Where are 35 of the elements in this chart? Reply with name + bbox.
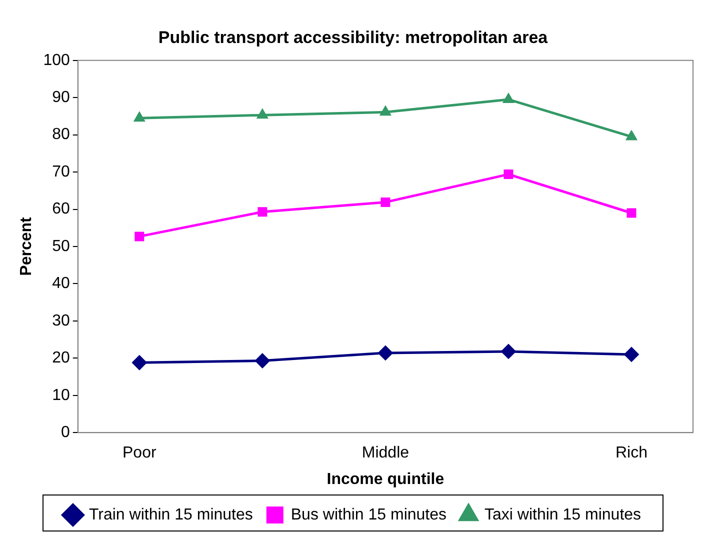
x-axis-title: Income quintile [326,470,444,488]
point [504,170,514,180]
point [258,207,268,217]
y-tick-label: 80 [52,126,70,144]
y-tick-label: 0 [60,424,70,442]
y-tick-label: 10 [52,386,70,404]
y-tick-label: 70 [52,163,70,180]
point [380,106,392,116]
point [500,344,516,359]
point [256,108,268,119]
point [626,208,636,218]
y-axis-title: Percent [18,216,36,276]
point [134,112,146,122]
point [378,345,393,360]
point [624,346,639,362]
legend-label: Bus within 15 minutes [290,506,447,524]
point [134,232,144,242]
legend-label: Train within 15 minutes [88,506,253,524]
chart-title: Public transport accessibility: metropolitan area [158,28,548,47]
x-tick-label: Poor [122,444,157,462]
point [380,197,390,207]
y-tick-label: 20 [52,350,70,367]
x-tick-label: Rich [615,444,648,462]
x-tick-label: Middle [362,444,410,462]
point [626,130,638,140]
y-tick-label: 100 [43,52,70,69]
y-tick-label: 90 [52,89,70,106]
y-tick-label: 30 [52,312,70,330]
y-tick-label: 50 [52,238,70,255]
point [132,355,147,370]
point [502,92,514,103]
y-tick-label: 60 [52,200,70,218]
point [254,353,270,368]
y-tick-label: 40 [52,275,70,292]
legend-label: Taxi within 15 minutes [484,506,642,524]
